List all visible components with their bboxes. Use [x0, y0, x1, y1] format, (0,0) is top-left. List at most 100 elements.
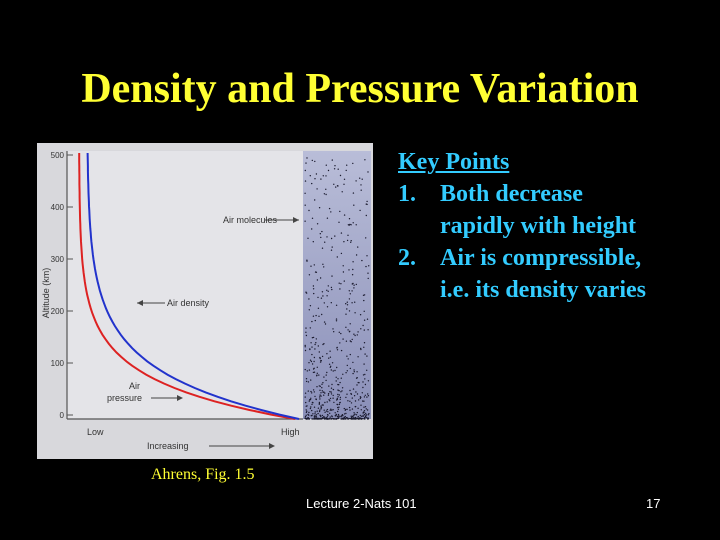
- molecule-dot: [319, 396, 321, 398]
- molecule-dot: [337, 408, 340, 410]
- molecule-dot: [310, 360, 313, 363]
- molecule-dot: [328, 399, 330, 401]
- molecule-dot: [354, 312, 356, 314]
- molecule-dot: [314, 271, 317, 273]
- molecule-dot: [305, 327, 307, 329]
- molecule-dot: [312, 371, 315, 374]
- molecule-dot: [304, 392, 307, 394]
- molecule-dot: [366, 369, 368, 371]
- molecule-dot: [325, 193, 327, 196]
- molecule-dot: [306, 370, 308, 372]
- molecule-dot: [324, 418, 326, 420]
- molecule-dot: [367, 329, 369, 331]
- air-pressure-label-2: pressure: [107, 393, 142, 403]
- molecule-dot: [330, 387, 333, 389]
- molecule-dot: [318, 402, 321, 405]
- molecule-dot: [349, 353, 351, 356]
- molecule-dot: [349, 409, 351, 411]
- molecule-dot: [319, 356, 321, 359]
- plot-area: [67, 151, 303, 419]
- molecule-dot: [322, 175, 324, 177]
- molecule-dot: [338, 394, 340, 396]
- molecule-dot: [322, 295, 324, 297]
- molecule-dot: [363, 418, 365, 420]
- molecule-dot: [339, 381, 341, 384]
- page-number: 17: [646, 496, 661, 511]
- molecule-dot: [314, 160, 316, 163]
- molecule-dot: [307, 390, 309, 392]
- molecule-dot: [367, 277, 369, 280]
- molecule-dot: [332, 388, 335, 391]
- molecule-dot: [333, 401, 335, 404]
- molecule-dot: [365, 237, 367, 239]
- molecule-dot: [320, 297, 323, 299]
- molecule-dot: [365, 214, 367, 217]
- molecule-dot: [338, 406, 340, 408]
- molecule-dot: [327, 285, 329, 287]
- molecule-dot: [326, 414, 329, 416]
- y-ticks: 500 400 300 200 100 0: [51, 151, 73, 420]
- molecule-dot: [343, 413, 346, 415]
- molecule-dot: [347, 358, 349, 360]
- molecule-dot: [338, 221, 340, 223]
- molecule-dot: [346, 364, 348, 367]
- molecule-dot: [332, 370, 334, 372]
- x-increasing-arrowhead: [269, 443, 275, 449]
- molecule-dot: [313, 356, 316, 359]
- molecule-dot: [320, 236, 322, 239]
- molecule-dot: [322, 391, 324, 393]
- molecule-dot: [325, 164, 327, 166]
- molecule-dot: [323, 376, 325, 378]
- molecule-dot: [352, 192, 355, 194]
- molecule-dot: [348, 417, 350, 420]
- molecule-dot: [332, 394, 334, 397]
- key-point-2: 2. Air is compressible, i.e. its density…: [398, 242, 646, 306]
- molecule-dot: [329, 366, 331, 368]
- molecule-dot: [336, 256, 338, 258]
- molecule-dot: [330, 391, 332, 393]
- molecule-dot: [337, 413, 340, 416]
- molecule-dot: [339, 342, 341, 344]
- molecule-dot: [335, 376, 337, 378]
- molecule-dot: [321, 230, 323, 233]
- molecule-dot: [366, 355, 368, 357]
- molecule-dot: [331, 415, 333, 417]
- molecule-dot: [331, 418, 333, 420]
- molecule-dot: [310, 390, 312, 393]
- molecule-dot: [346, 393, 348, 395]
- molecule-dot: [337, 410, 339, 413]
- molecule-dot: [326, 371, 328, 374]
- molecule-dot: [353, 395, 356, 397]
- y-tick-label: 400: [51, 203, 65, 212]
- molecule-dot: [354, 400, 357, 402]
- molecule-dot: [366, 255, 368, 257]
- molecule-dot: [329, 350, 331, 352]
- molecule-dot: [323, 266, 325, 268]
- molecule-dot: [335, 320, 338, 322]
- molecule-dot: [340, 283, 342, 285]
- molecule-dot: [305, 331, 307, 333]
- molecule-dot: [318, 410, 321, 413]
- density-arrowhead: [137, 300, 143, 306]
- molecule-dot: [318, 385, 320, 387]
- molecule-dot: [310, 265, 312, 267]
- molecule-dot: [351, 290, 353, 292]
- molecule-dot: [311, 363, 314, 365]
- molecule-dot: [329, 397, 332, 400]
- molecule-dot: [308, 209, 310, 212]
- altitude-figure: 500 400 300 200 100 0 Altitude (km) Air molec…: [37, 143, 373, 459]
- molecule-dot: [334, 235, 336, 237]
- molecule-dot: [367, 171, 369, 173]
- molecule-dot: [336, 349, 339, 351]
- molecule-dot: [317, 296, 319, 299]
- molecule-dot: [362, 294, 365, 296]
- molecule-dot: [364, 406, 367, 408]
- molecule-dot: [338, 390, 340, 392]
- molecule-dot: [356, 411, 358, 414]
- molecule-dot: [339, 402, 341, 404]
- molecule-dot: [354, 334, 356, 337]
- molecule-dot: [352, 372, 354, 375]
- molecule-dot: [311, 337, 314, 339]
- molecule-dot: [331, 159, 333, 161]
- molecule-dot: [304, 344, 306, 347]
